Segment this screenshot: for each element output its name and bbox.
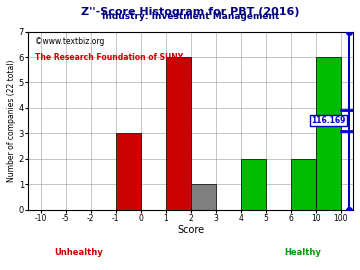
- Text: Healthy: Healthy: [285, 248, 321, 256]
- Text: Unhealthy: Unhealthy: [54, 248, 103, 256]
- Text: The Research Foundation of SUNY: The Research Foundation of SUNY: [35, 53, 183, 62]
- Text: Industry: Investment Management: Industry: Investment Management: [102, 12, 279, 21]
- Bar: [166, 57, 191, 210]
- Bar: [191, 184, 216, 210]
- Bar: [116, 133, 141, 210]
- Text: ©www.textbiz.org: ©www.textbiz.org: [35, 37, 104, 46]
- Bar: [240, 159, 266, 210]
- Bar: [316, 57, 341, 210]
- X-axis label: Score: Score: [177, 225, 204, 235]
- Title: Z''-Score Histogram for PBT (2016): Z''-Score Histogram for PBT (2016): [81, 7, 300, 17]
- Bar: [291, 159, 316, 210]
- Y-axis label: Number of companies (22 total): Number of companies (22 total): [7, 59, 16, 182]
- Text: 116.169: 116.169: [311, 116, 346, 125]
